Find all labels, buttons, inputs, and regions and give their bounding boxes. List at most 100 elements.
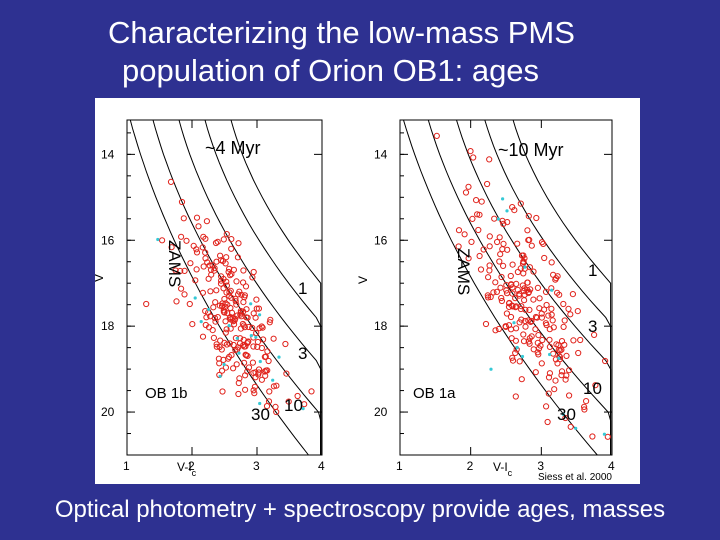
isochrone-curve: [152, 119, 322, 455]
star-point: [530, 346, 537, 353]
field-star-point: [574, 426, 578, 430]
star-point: [498, 273, 505, 281]
star-point: [535, 351, 542, 358]
star-point: [574, 308, 581, 315]
star-point: [168, 244, 175, 251]
star-point: [518, 303, 525, 310]
star-point: [507, 272, 514, 280]
x-tick-label: 2: [467, 459, 474, 473]
star-point: [526, 306, 533, 313]
x-tick-label: 1: [123, 459, 130, 473]
y-tick-label: 20: [101, 405, 115, 419]
star-point: [211, 267, 218, 274]
y-tick-label: 14: [101, 147, 115, 161]
star-point: [225, 268, 232, 276]
star-point: [546, 343, 553, 350]
star-point: [222, 318, 229, 325]
star-point: [199, 333, 207, 340]
star-point: [240, 267, 247, 274]
star-point: [469, 215, 476, 223]
star-point: [504, 219, 511, 226]
star-point: [211, 315, 219, 322]
star-point: [507, 326, 515, 333]
star-point: [199, 289, 207, 296]
star-point: [270, 383, 277, 390]
star-point: [181, 291, 188, 298]
star-point: [542, 320, 549, 327]
isochrone-curve: [456, 119, 612, 455]
field-star-point: [489, 367, 493, 371]
star-point: [282, 340, 289, 348]
star-point: [592, 382, 599, 389]
star-point: [514, 286, 521, 293]
y-tick-label: 16: [374, 233, 388, 247]
star-point: [565, 305, 572, 312]
star-point: [200, 263, 207, 270]
star-point: [223, 254, 230, 261]
panel-label: OB 1b: [145, 385, 188, 402]
star-point: [231, 321, 238, 328]
field-star-point: [501, 197, 505, 201]
star-point: [604, 433, 611, 440]
star-point: [237, 325, 244, 332]
star-point: [203, 218, 211, 225]
star-point: [243, 306, 250, 313]
star-point: [522, 323, 529, 330]
field-star-point: [523, 265, 527, 269]
star-point: [561, 317, 568, 324]
star-point: [492, 327, 499, 334]
star-point: [548, 305, 555, 312]
star-point: [543, 301, 550, 309]
star-point: [541, 254, 548, 262]
star-point: [270, 335, 277, 342]
star-point: [524, 227, 531, 234]
star-point: [486, 233, 493, 240]
star-point: [485, 274, 492, 281]
star-point: [199, 244, 206, 251]
x-tick-label: 4: [608, 459, 615, 473]
isochrone-label-10: 10: [583, 379, 602, 398]
star-point: [495, 325, 502, 333]
star-point: [265, 357, 272, 365]
age-label: ~4 Myr: [205, 138, 261, 158]
star-point: [566, 367, 573, 374]
star-point: [520, 252, 527, 259]
star-point: [273, 382, 280, 389]
star-point: [536, 295, 543, 302]
y-tick-label: 14: [374, 147, 388, 161]
field-star-point: [258, 359, 262, 364]
star-point: [242, 351, 249, 358]
star-point: [528, 317, 535, 325]
star-point: [213, 341, 220, 348]
star-point: [252, 314, 259, 321]
x-axis-label: V-Ic: [177, 460, 197, 478]
star-point: [548, 311, 555, 318]
star-point: [509, 354, 516, 361]
star-point: [509, 261, 516, 268]
star-point: [235, 291, 242, 298]
star-point: [493, 288, 500, 295]
star-point: [219, 258, 227, 265]
star-point: [533, 314, 541, 321]
star-point: [490, 289, 497, 296]
field-star-point: [515, 345, 519, 350]
star-point: [213, 343, 220, 350]
star-point: [210, 304, 217, 311]
field-star-point: [496, 217, 500, 221]
x-tick-label: 3: [253, 459, 260, 473]
star-point: [255, 305, 262, 312]
star-point: [233, 361, 240, 368]
star-point: [583, 398, 590, 405]
star-point: [195, 223, 202, 230]
star-point: [249, 324, 256, 331]
field-star-point: [258, 313, 262, 317]
slide-caption: Optical photometry + spectroscopy provid…: [54, 496, 666, 523]
star-point: [562, 376, 569, 383]
star-point: [254, 338, 261, 346]
isochrone-label-30: 30: [557, 405, 576, 424]
star-point: [235, 240, 242, 247]
star-point: [467, 148, 474, 155]
plot-frame: [399, 119, 613, 456]
star-point: [211, 265, 218, 272]
